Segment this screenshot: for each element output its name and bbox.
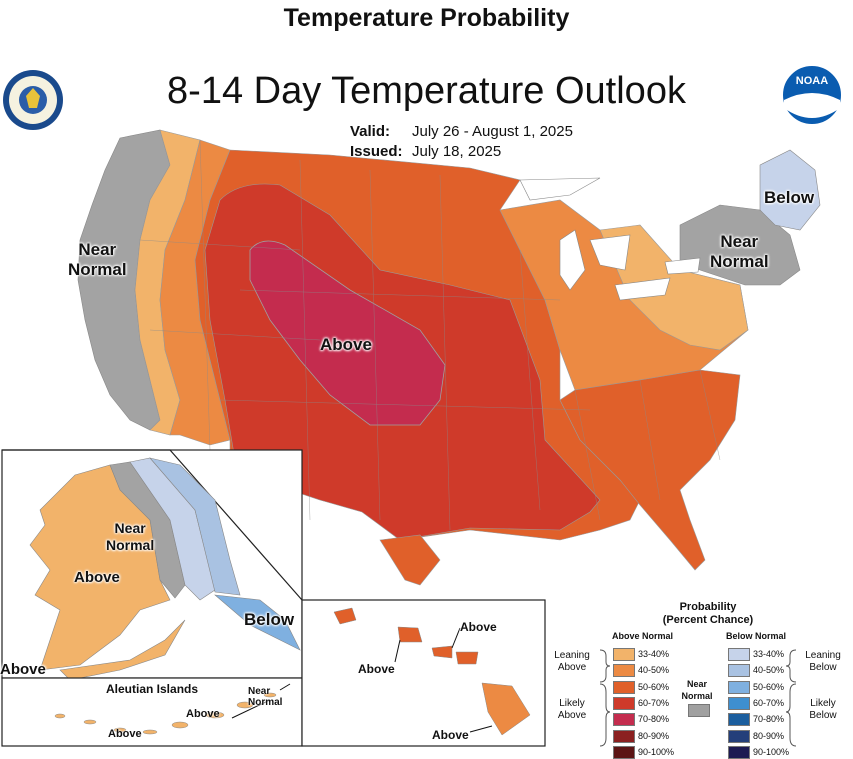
- label-hawaii-above-1: Above: [460, 620, 497, 634]
- legend-subtitle: (Percent Chance): [662, 614, 754, 626]
- conus-lean-above-northeast: [599, 224, 749, 351]
- legend-above-swatch: [613, 664, 635, 678]
- label-alaska-near-normal: Near Normal: [106, 520, 155, 553]
- legend-above-label: 33-40%: [638, 649, 670, 659]
- legend-leaning-above: Leaning Above: [554, 650, 590, 673]
- noaa-logo-text: NOAA: [796, 75, 828, 87]
- issued-label: Issued:: [350, 143, 403, 160]
- legend-below-swatch: [728, 713, 750, 727]
- legend-above-swatch: [613, 648, 635, 661]
- legend-near-normal-label: Near Normal: [681, 679, 713, 701]
- label-aleutian-above-2: Above: [108, 728, 142, 740]
- legend-below-swatch: [728, 680, 750, 694]
- hawaii-pointer-3: [469, 725, 493, 733]
- hawaii-map: [333, 607, 531, 736]
- legend-brackets: [599, 649, 797, 747]
- label-hawaii-above-3: Above: [432, 728, 469, 742]
- legend-below-swatch: [728, 664, 750, 678]
- legend-near-normal-swatch: [688, 704, 710, 717]
- legend-below-swatch: [728, 729, 750, 743]
- legend-above-label: 60-70%: [638, 697, 670, 708]
- label-hawaii-above-2: Above: [358, 662, 395, 676]
- legend-above-header: Above Normal: [612, 631, 674, 641]
- legend-above-swatch: [613, 745, 635, 759]
- label-alaska-above: Above: [74, 569, 120, 586]
- legend-below-header: Below Normal: [726, 631, 787, 641]
- legend-below-label: 60-70%: [753, 697, 785, 708]
- legend-below-swatch: [728, 648, 750, 661]
- conus-maine-below: [759, 149, 821, 231]
- issued-date: July 18, 2025: [412, 143, 502, 160]
- page-title: Temperature Probability: [283, 4, 570, 32]
- alaska-map: [29, 457, 301, 681]
- hawaii-pointer-2: [451, 627, 461, 649]
- legend-above-label: 90-100%: [638, 746, 675, 757]
- legend-above-swatch: [613, 696, 635, 710]
- conus-likely-above-southeast: [559, 369, 741, 571]
- commerce-seal-logo: [3, 70, 63, 130]
- date-block: Valid: July 26 - August 1, 2025 Issued: Ju…: [350, 122, 573, 162]
- noaa-logo: NOAA: [781, 64, 843, 126]
- legend-below-label: 70-80%: [753, 714, 785, 725]
- legend-leaning-below: Leaning Below: [805, 650, 841, 673]
- legend-likely-below: Likely Below: [809, 698, 837, 721]
- label-near-normal-northeast: Near Normal: [710, 232, 769, 271]
- legend: Probability (Percent Chance) Above Norma…: [548, 600, 853, 759]
- legend-below-label: 50-60%: [753, 681, 785, 692]
- label-above-conus: Above: [320, 335, 372, 354]
- label-alaska-above-southwest: Above: [0, 661, 46, 678]
- state-borders: [139, 139, 721, 531]
- legend-below-swatch: [728, 696, 750, 710]
- aleutian-pointer-line: [231, 699, 271, 719]
- legend-above-label: 50-60%: [638, 681, 670, 692]
- great-lakes: [519, 177, 701, 301]
- label-aleutian-above-1: Above: [186, 708, 220, 720]
- valid-label: Valid:: [350, 123, 391, 140]
- legend-below-swatch: [728, 745, 750, 759]
- hawaii-pointer-1: [394, 639, 401, 663]
- conus-texas-coast: [379, 534, 441, 586]
- conus-likely-above-70: [249, 240, 446, 426]
- label-near-normal-west: Near Normal: [68, 240, 127, 279]
- legend-below-label: 90-100%: [753, 746, 790, 757]
- legend-above-swatch: [613, 680, 635, 694]
- legend-above-label: 70-80%: [638, 714, 670, 725]
- legend-below-label: 33-40%: [753, 649, 785, 659]
- legend-above-swatch: [613, 713, 635, 727]
- label-aleutian-near-normal: Near Normal: [248, 686, 283, 708]
- legend-below-label: 40-50%: [753, 665, 785, 676]
- aleutian-islands-map: [54, 692, 277, 735]
- aleutian-inset-frame: [1, 677, 303, 747]
- legend-above-label: 80-90%: [638, 730, 670, 741]
- label-aleutian-islands: Aleutian Islands: [106, 682, 199, 696]
- legend-above-label: 40-50%: [638, 665, 670, 676]
- outlook-title: 8-14 Day Temperature Outlook: [167, 70, 686, 112]
- label-below-northeast: Below: [764, 188, 815, 207]
- legend-above-swatch: [613, 729, 635, 743]
- legend-title: Probability: [679, 601, 737, 613]
- legend-likely-above: Likely Above: [557, 698, 587, 721]
- legend-below-label: 80-90%: [753, 730, 785, 741]
- valid-dates: July 26 - August 1, 2025: [412, 123, 573, 140]
- label-alaska-below: Below: [244, 610, 295, 629]
